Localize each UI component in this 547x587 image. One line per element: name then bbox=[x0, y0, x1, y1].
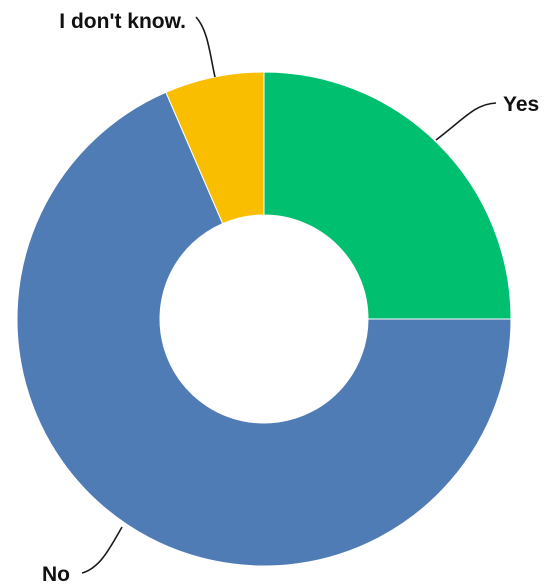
slice-no bbox=[16, 91, 512, 567]
leader-line-yes bbox=[435, 102, 497, 141]
slices-layer bbox=[16, 71, 512, 567]
slice-yes bbox=[263, 71, 512, 320]
leader-line-i-don-t-know bbox=[195, 16, 216, 78]
slice-label-yes: Yes bbox=[503, 93, 539, 116]
labels-layer: Yes No I don't know. bbox=[42, 10, 539, 586]
leaders-layer bbox=[81, 16, 497, 574]
leader-line-no bbox=[81, 526, 123, 574]
slice-label-no: No bbox=[42, 563, 70, 586]
slice-label-i-don-t-know: I don't know. bbox=[59, 10, 186, 33]
slice-i-don-t-know bbox=[165, 71, 265, 225]
